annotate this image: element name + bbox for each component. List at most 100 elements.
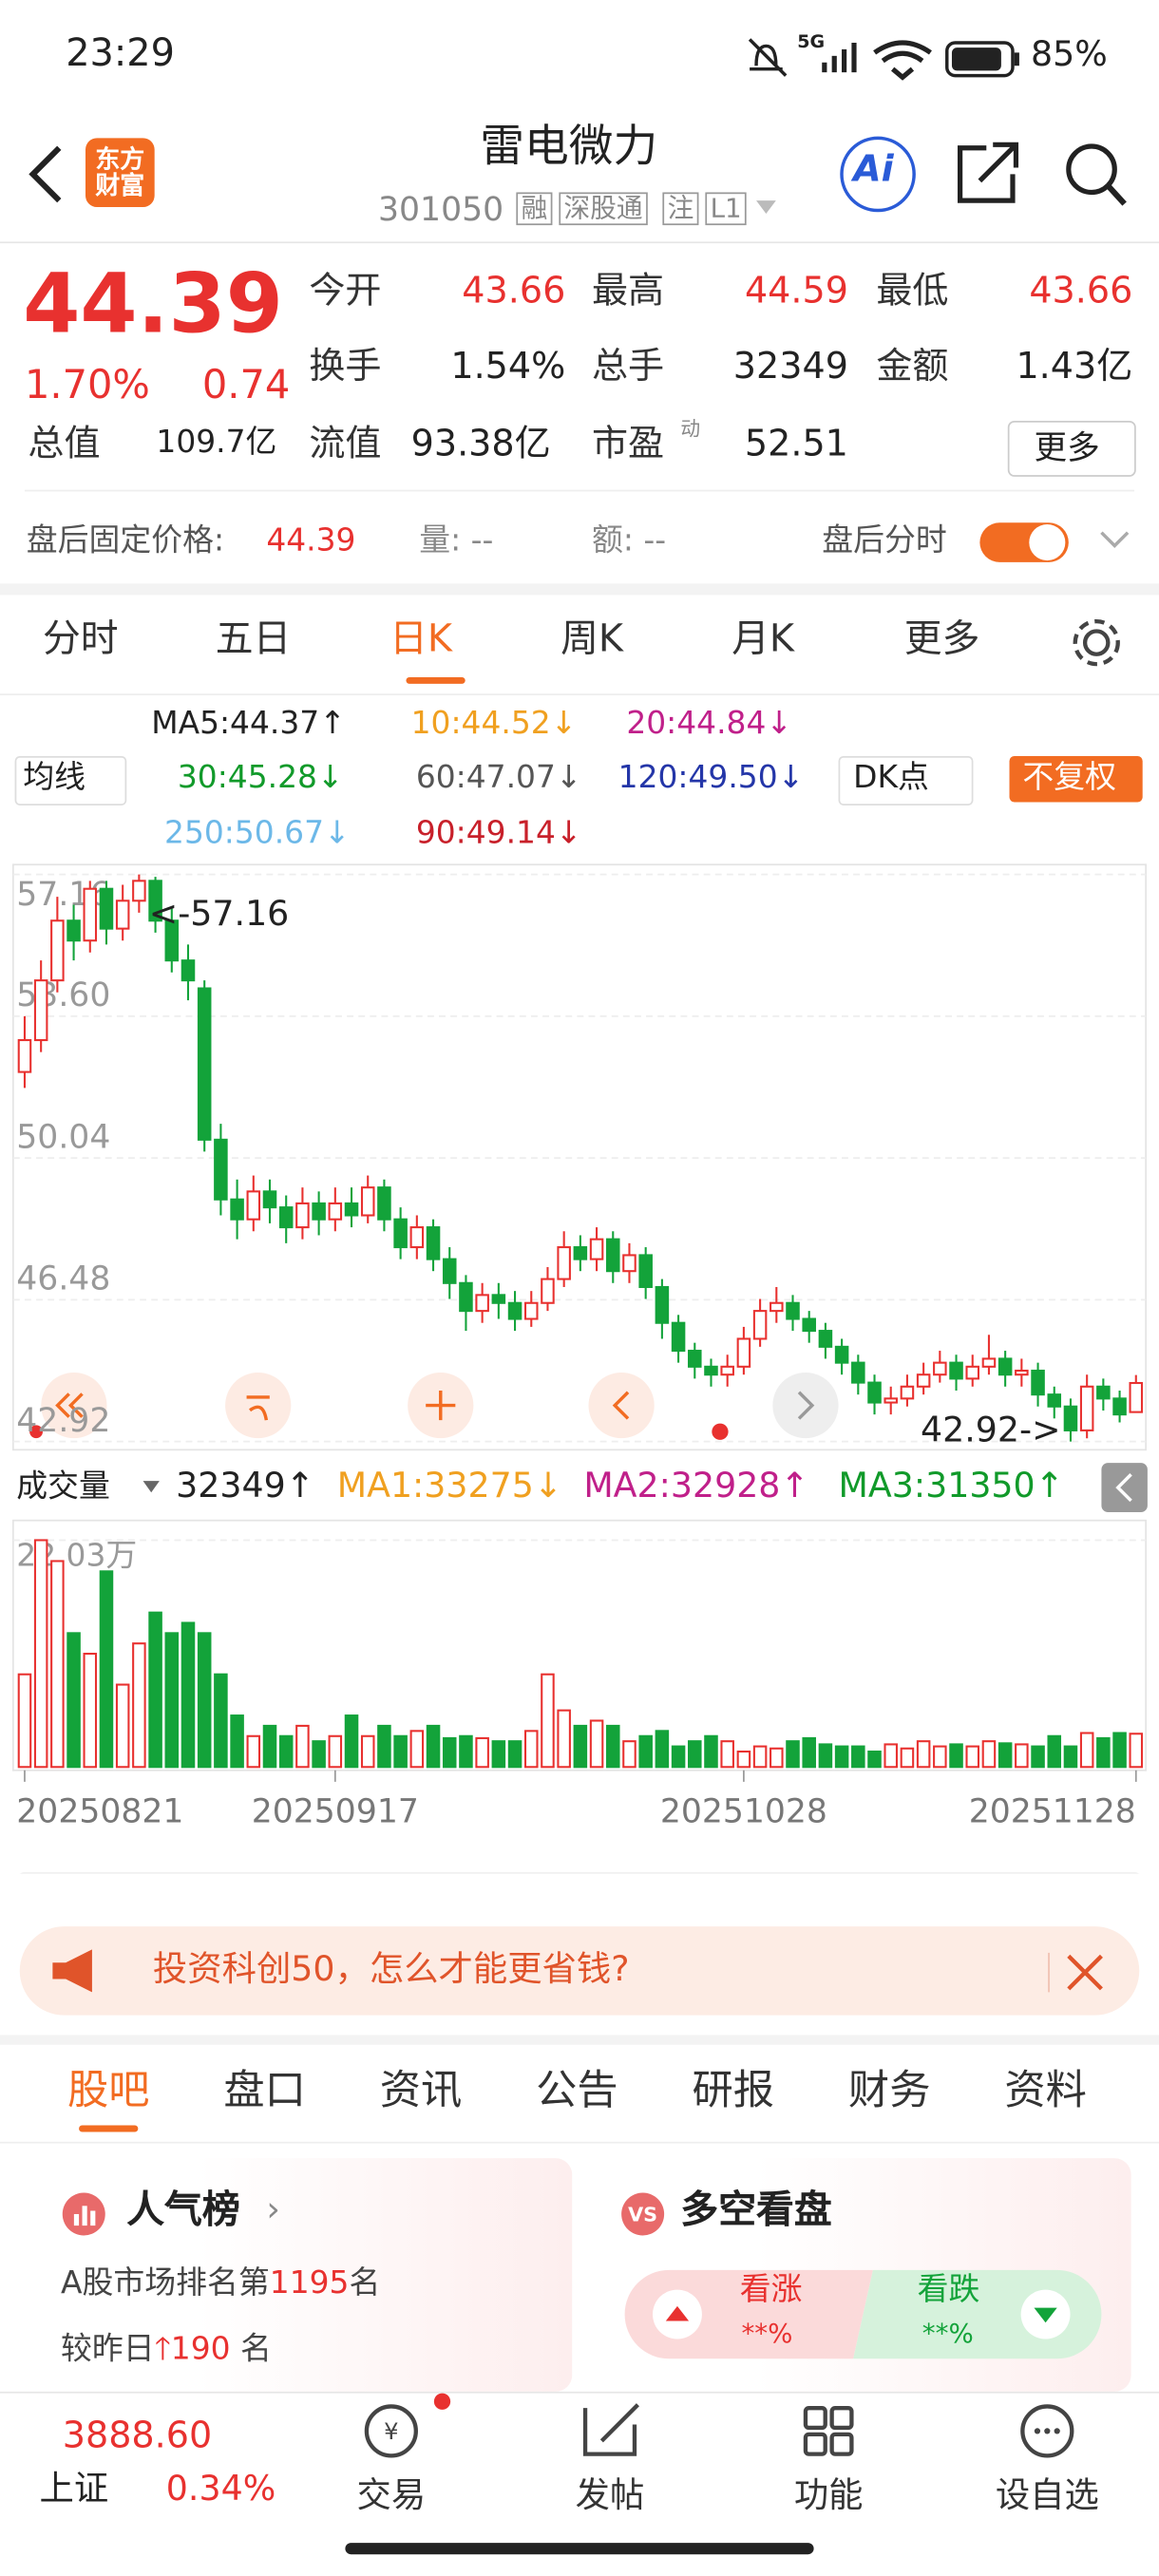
home-indicator	[345, 2543, 814, 2555]
banner-close[interactable]	[1046, 1949, 1112, 1995]
bull-label: 看涨	[739, 2271, 803, 2308]
candle-body	[33, 979, 48, 1042]
nav-item[interactable]: 功能	[793, 2475, 864, 2515]
candle-body	[278, 1206, 294, 1229]
volume-bar	[949, 1743, 963, 1769]
volume-dropdown[interactable]	[142, 1481, 160, 1493]
collapse-tab[interactable]	[1101, 1463, 1148, 1513]
more-button[interactable]	[1007, 421, 1136, 477]
candle-body	[312, 1202, 326, 1221]
scroll-track[interactable]	[16, 1872, 1142, 1874]
nav-item[interactable]: 发帖	[575, 2475, 645, 2515]
tag: 深股通	[559, 192, 648, 226]
volume-bar	[1063, 1745, 1078, 1769]
candle-body	[1112, 1397, 1127, 1416]
volume-bar	[606, 1724, 620, 1769]
candle-body	[1079, 1385, 1094, 1431]
x-tick-label: 20251028	[660, 1793, 827, 1831]
volume-bar	[802, 1736, 816, 1769]
abs-change: 0.74	[201, 361, 291, 408]
volume-bar	[426, 1724, 441, 1769]
candle-body	[851, 1361, 865, 1384]
volume-current: 32349↑	[176, 1465, 314, 1506]
x-tick-label: 20250917	[252, 1793, 419, 1831]
field-label: 市盈	[591, 424, 665, 465]
period-tab: 五日	[215, 617, 292, 661]
nav-icons[interactable]: ¥	[329, 2392, 1118, 2468]
settings-icon[interactable]	[1069, 615, 1125, 671]
ma-item: 30:45.28↓	[177, 759, 344, 796]
sub-tab: 财务	[847, 2066, 931, 2114]
ai-button[interactable]	[840, 136, 916, 213]
volume-bar	[360, 1734, 375, 1769]
sentiment-pill[interactable]	[623, 2268, 1103, 2360]
volume-bar	[459, 1734, 473, 1769]
popularity-card[interactable]	[36, 2158, 573, 2392]
min-annotation: 42.92->	[921, 1409, 1061, 1449]
candle-body	[17, 1038, 32, 1073]
field-value: 93.38亿	[410, 424, 551, 465]
volume-bar	[736, 1750, 751, 1769]
period-tab: 分时	[42, 617, 119, 661]
promo-banner[interactable]	[19, 1926, 1140, 2016]
volume-bar	[115, 1683, 130, 1769]
app-logo	[85, 138, 155, 208]
volume-bar	[916, 1740, 931, 1769]
candle-body	[442, 1258, 457, 1284]
volume-bar	[786, 1740, 800, 1769]
header-icons[interactable]	[954, 138, 1134, 210]
field-label: 总手	[591, 347, 665, 388]
candle-body	[589, 1238, 604, 1260]
sub-tab: 资料	[1004, 2066, 1087, 2114]
candle-body	[802, 1317, 816, 1333]
candle-body	[66, 919, 81, 942]
dropdown-arrow[interactable]	[753, 198, 780, 218]
volume-bar	[230, 1714, 244, 1769]
candle-body	[770, 1301, 784, 1313]
after-toggle[interactable]	[977, 516, 1141, 568]
dk-button[interactable]	[838, 756, 974, 805]
field-value: 109.7亿	[156, 424, 277, 461]
volume-bar	[214, 1673, 228, 1769]
candle-body	[328, 1202, 343, 1221]
battery: 85%	[1031, 34, 1108, 74]
candle-body	[916, 1373, 931, 1388]
candle-body	[606, 1238, 620, 1273]
back-button[interactable]	[23, 142, 72, 207]
ma-selector[interactable]	[14, 756, 127, 805]
divider	[0, 693, 1159, 695]
change-suffix: 名	[240, 2330, 272, 2367]
volume-bar	[262, 1724, 277, 1769]
sub-tab: 资讯	[379, 2066, 463, 2114]
candle-body	[164, 919, 180, 962]
last-price: 44.39	[23, 256, 283, 352]
candle-body	[360, 1186, 375, 1217]
stock-name: 雷电微力	[480, 122, 658, 173]
bear-label: 看跌	[917, 2271, 980, 2308]
volume-ma3: MA3:31350↑	[839, 1465, 1065, 1506]
nav-item[interactable]: 交易	[356, 2475, 427, 2515]
candle-body	[867, 1381, 882, 1404]
y-tick-label: 46.48	[16, 1260, 110, 1298]
candle-body	[1129, 1381, 1144, 1413]
candle-body	[1015, 1369, 1029, 1376]
candle-body	[688, 1350, 702, 1368]
adjust-button[interactable]	[1009, 756, 1143, 803]
volume-bar	[655, 1730, 670, 1769]
field-value: 1.54%	[450, 347, 566, 388]
status-time: 23:29	[66, 32, 175, 76]
index-value[interactable]: 3888.60	[62, 2415, 213, 2458]
nav-item[interactable]: 设自选	[995, 2475, 1099, 2515]
ma-item: 250:50.67↓	[164, 815, 351, 852]
network: 5G	[797, 30, 826, 53]
index-name: 上证	[39, 2469, 109, 2509]
chevron: ›	[266, 2189, 280, 2229]
candle-body	[148, 880, 162, 922]
volume-bar	[884, 1743, 898, 1769]
change-line: 较昨日🡑190 名	[61, 2330, 272, 2367]
candle-body	[523, 1301, 539, 1320]
candle-body	[230, 1198, 244, 1221]
chart-nav[interactable]	[29, 1372, 839, 1440]
candle-body	[736, 1337, 751, 1368]
candle-body	[671, 1321, 686, 1353]
